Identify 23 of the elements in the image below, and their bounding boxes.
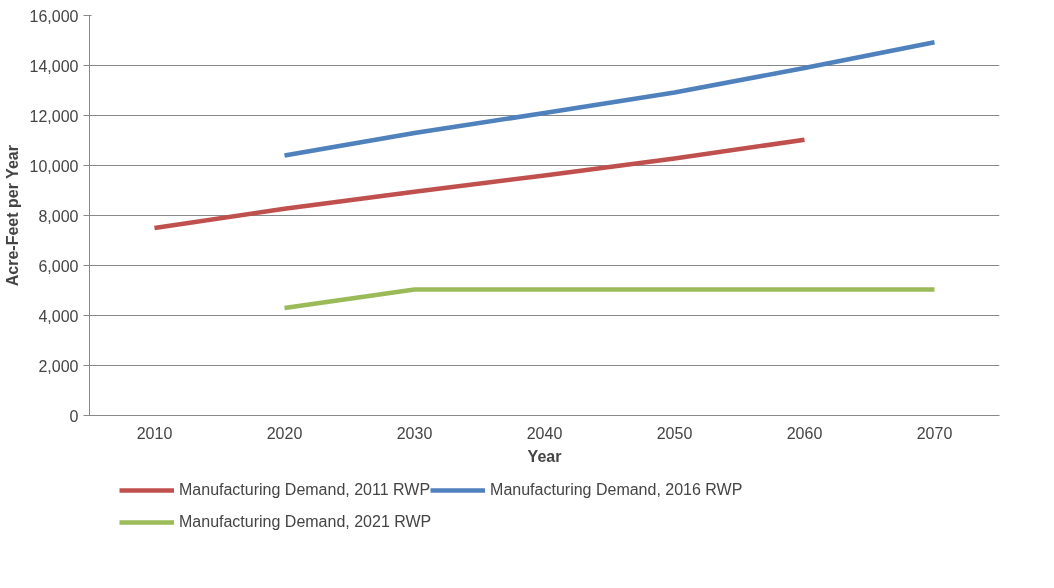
legend-label: Manufacturing Demand, 2021 RWP: [179, 513, 432, 531]
legend-label: Manufacturing Demand, 2011 RWP: [179, 481, 431, 499]
x-axis-title: Year: [527, 447, 562, 465]
x-tick-label: 2050: [656, 424, 693, 442]
x-tick-label: 2020: [266, 424, 303, 442]
y-tick-label: 0: [69, 407, 79, 425]
y-tick-label: 10,000: [29, 157, 79, 175]
line-series: [152, 137, 807, 231]
x-tick-label: 2010: [136, 424, 173, 442]
x-tick-label: 2070: [916, 424, 953, 442]
line-series: [282, 40, 937, 158]
x-tick-label: 2040: [526, 424, 563, 442]
x-tick-label: 2060: [786, 424, 823, 442]
y-axis-title: Acre-Feet per Year: [3, 145, 21, 287]
x-tick-label: 2030: [396, 424, 433, 442]
y-tick-label: 14,000: [29, 57, 79, 75]
y-tick-label: 12,000: [29, 107, 79, 125]
y-tick-label: 16,000: [29, 7, 79, 25]
y-tick-label: 2,000: [38, 357, 79, 375]
y-tick-label: 8,000: [38, 207, 79, 225]
y-tick-label: 4,000: [38, 307, 79, 325]
y-tick-label: 6,000: [38, 257, 79, 275]
legend-label: Manufacturing Demand, 2016 RWP: [490, 481, 743, 499]
